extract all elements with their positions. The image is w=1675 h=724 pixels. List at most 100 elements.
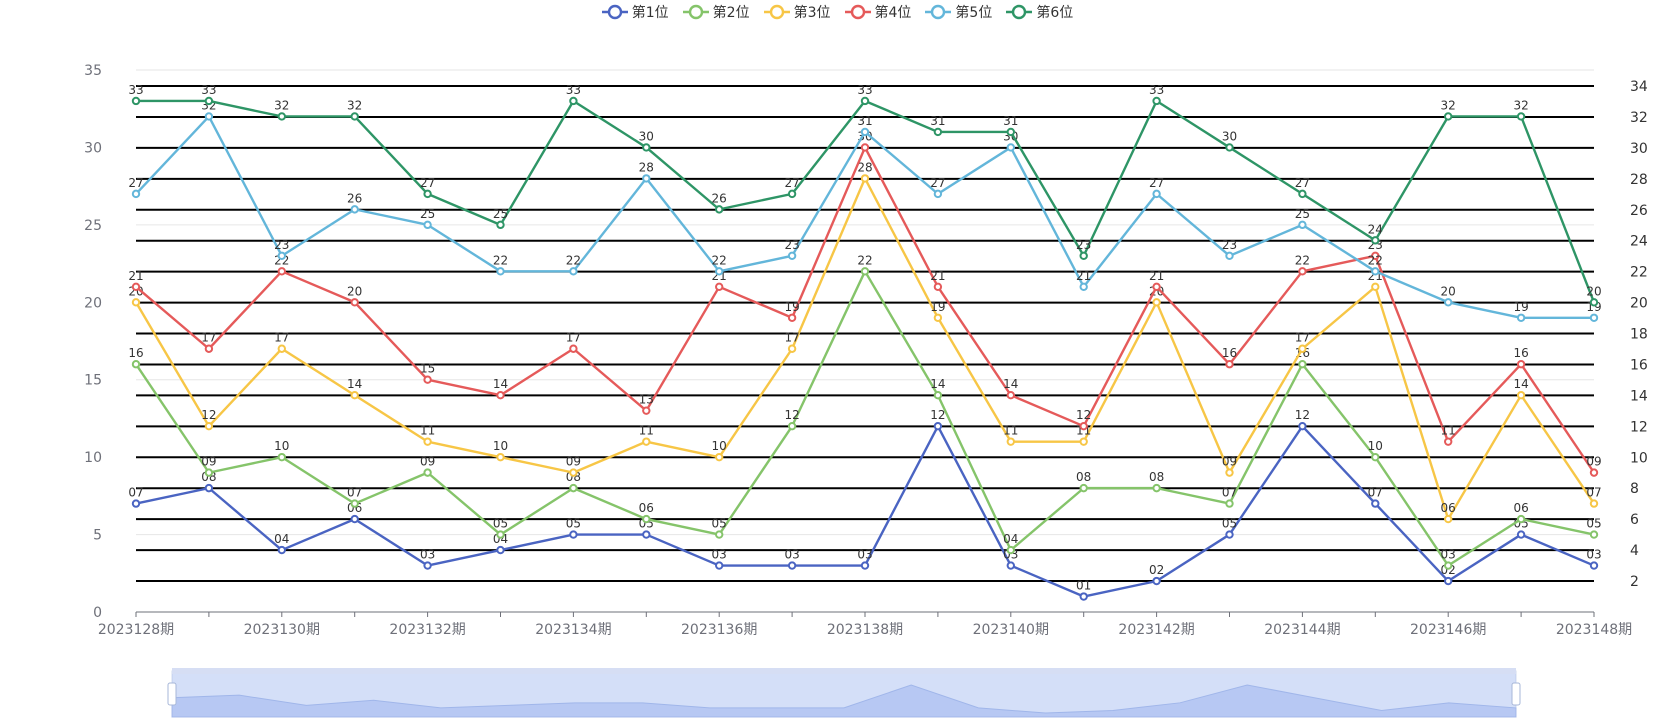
x-tick-label: 2023130期 bbox=[244, 622, 320, 638]
data-label: 06 bbox=[639, 501, 654, 515]
data-point bbox=[1298, 189, 1307, 199]
data-point bbox=[131, 360, 141, 369]
data-zoom-move-bar bbox=[172, 668, 1516, 674]
data-label: 02 bbox=[1149, 563, 1164, 577]
data-label: 14 bbox=[930, 377, 945, 391]
series-3: 20 12 17 14 11 10 09 11 10 17 28 19 11 11 20 09 17 21 06 14… bbox=[128, 160, 1602, 524]
y-tick-label-right: 10 bbox=[1630, 450, 1648, 466]
x-tick-label: 2023136期 bbox=[681, 622, 757, 638]
data-label: 16 bbox=[128, 346, 143, 360]
data-point bbox=[787, 421, 797, 431]
data-label: 17 bbox=[566, 331, 581, 345]
data-point bbox=[860, 143, 870, 152]
y-tick-label-right: 12 bbox=[1630, 419, 1648, 435]
data-label: 05 bbox=[493, 517, 508, 531]
data-point bbox=[787, 313, 797, 322]
legend-item[interactable]: 第1位 bbox=[601, 2, 669, 22]
data-point bbox=[1079, 251, 1088, 261]
legend-item[interactable]: 第4位 bbox=[844, 2, 911, 22]
data-point bbox=[860, 561, 870, 570]
data-label: 14 bbox=[1513, 377, 1528, 391]
data-point bbox=[131, 282, 141, 291]
data-point bbox=[569, 267, 578, 276]
data-point bbox=[787, 344, 797, 353]
legend-label: 第5位 bbox=[955, 5, 993, 21]
data-point bbox=[350, 391, 359, 400]
data-point bbox=[496, 391, 505, 400]
data-label: 28 bbox=[857, 160, 872, 174]
data-point bbox=[1079, 421, 1088, 431]
data-label: 05 bbox=[712, 517, 727, 531]
data-point bbox=[1006, 127, 1015, 137]
data-label: 19 bbox=[930, 300, 945, 314]
data-label: 33 bbox=[1149, 83, 1164, 97]
data-point bbox=[350, 112, 359, 121]
data-label: 08 bbox=[1076, 470, 1091, 484]
x-tick-label: 2023134期 bbox=[535, 622, 611, 638]
data-point bbox=[1079, 437, 1088, 446]
data-label: 15 bbox=[420, 362, 435, 376]
legend-label: 第2位 bbox=[712, 5, 750, 21]
data-point bbox=[933, 313, 943, 322]
data-label: 31 bbox=[1003, 114, 1018, 128]
data-point bbox=[715, 267, 724, 276]
legend-line-icon bbox=[925, 4, 952, 20]
data-point bbox=[204, 468, 214, 477]
legend-item[interactable]: 第6位 bbox=[1006, 2, 1073, 22]
data-zoom-selection bbox=[172, 671, 1516, 717]
data-label: 07 bbox=[1222, 486, 1237, 500]
data-point bbox=[1516, 313, 1526, 322]
data-point bbox=[204, 483, 214, 493]
data-point bbox=[1225, 143, 1234, 152]
data-point bbox=[1225, 251, 1234, 261]
data-point bbox=[131, 499, 141, 508]
data-point bbox=[1589, 468, 1599, 477]
y-tick-label-right: 20 bbox=[1630, 296, 1648, 312]
data-point bbox=[1225, 499, 1234, 508]
data-point bbox=[1006, 143, 1015, 152]
series-6: 33 33 32 32 27 25 33 30 26 27 33 31 31 23 33 30 27 24 32 32… bbox=[128, 83, 1602, 307]
legend-item[interactable]: 第5位 bbox=[925, 2, 992, 22]
data-point bbox=[1589, 298, 1599, 307]
data-point bbox=[1371, 267, 1380, 276]
data-label: 30 bbox=[639, 129, 654, 143]
data-point bbox=[1371, 251, 1380, 261]
y-tick-label-right: 26 bbox=[1630, 203, 1648, 219]
data-point bbox=[496, 452, 505, 462]
data-point bbox=[277, 344, 286, 353]
data-label: 17 bbox=[201, 331, 216, 345]
data-point bbox=[496, 530, 505, 539]
y-tick-label-left: 20 bbox=[84, 295, 102, 311]
data-point bbox=[204, 344, 214, 353]
data-label: 11 bbox=[639, 424, 654, 438]
data-point bbox=[933, 421, 943, 431]
data-point bbox=[1152, 189, 1161, 199]
data-point bbox=[1225, 530, 1234, 539]
data-label: 07 bbox=[347, 486, 362, 500]
legend-item[interactable]: 第2位 bbox=[682, 2, 750, 22]
data-zoom-handle-left[interactable] bbox=[167, 682, 177, 706]
x-tick-label: 2023138期 bbox=[827, 622, 903, 638]
data-label: 33 bbox=[857, 83, 872, 97]
data-point bbox=[204, 421, 214, 431]
legend-swatch-marker bbox=[607, 4, 622, 20]
y-tick-label-left: 30 bbox=[84, 140, 102, 156]
data-label: 12 bbox=[1076, 408, 1091, 422]
data-point bbox=[933, 127, 943, 137]
data-label: 03 bbox=[420, 548, 435, 562]
x-tick-label: 2023132期 bbox=[389, 622, 465, 638]
data-point bbox=[933, 189, 943, 199]
data-label: 17 bbox=[784, 331, 799, 345]
data-label: 22 bbox=[566, 253, 581, 267]
data-label: 27 bbox=[1149, 176, 1164, 190]
data-zoom-handle-right[interactable] bbox=[1511, 682, 1521, 706]
data-point bbox=[860, 174, 870, 183]
legend: 第1位 第2位 第3位 第4位 第5位 第6位 bbox=[0, 2, 1675, 22]
data-point bbox=[1225, 360, 1234, 369]
data-point bbox=[277, 251, 286, 261]
data-label: 33 bbox=[201, 83, 216, 97]
data-label: 03 bbox=[784, 548, 799, 562]
legend-item[interactable]: 第3位 bbox=[763, 2, 831, 22]
y-tick-label-right: 2 bbox=[1630, 574, 1639, 590]
legend-swatch-marker bbox=[688, 4, 703, 20]
